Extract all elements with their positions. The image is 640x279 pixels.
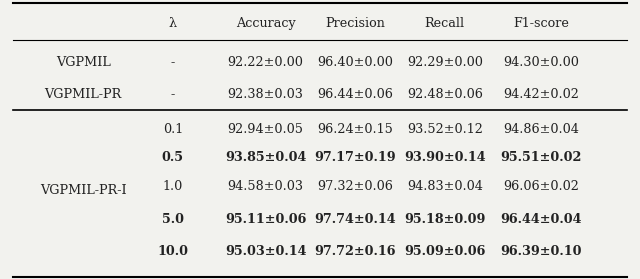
- Text: 96.39±0.10: 96.39±0.10: [500, 245, 582, 258]
- Text: 95.09±0.06: 95.09±0.06: [404, 245, 486, 258]
- Text: 92.48±0.06: 92.48±0.06: [407, 88, 483, 101]
- Text: 96.24±0.15: 96.24±0.15: [317, 123, 393, 136]
- Text: 97.32±0.06: 97.32±0.06: [317, 181, 393, 193]
- Text: Precision: Precision: [325, 17, 385, 30]
- Text: VGPMIL: VGPMIL: [56, 56, 111, 69]
- Text: 95.11±0.06: 95.11±0.06: [225, 213, 307, 225]
- Text: 96.40±0.00: 96.40±0.00: [317, 56, 393, 69]
- Text: 92.94±0.05: 92.94±0.05: [228, 123, 303, 136]
- Text: 93.90±0.14: 93.90±0.14: [404, 151, 486, 164]
- Text: 94.58±0.03: 94.58±0.03: [228, 181, 303, 193]
- Text: 97.17±0.19: 97.17±0.19: [314, 151, 396, 164]
- Text: 97.72±0.16: 97.72±0.16: [314, 245, 396, 258]
- Text: 94.30±0.00: 94.30±0.00: [503, 56, 579, 69]
- Text: 95.03±0.14: 95.03±0.14: [225, 245, 307, 258]
- Text: -: -: [171, 88, 175, 101]
- Text: 93.85±0.04: 93.85±0.04: [225, 151, 307, 164]
- Text: F1-score: F1-score: [513, 17, 569, 30]
- Text: 96.44±0.04: 96.44±0.04: [500, 213, 582, 225]
- Text: 5.0: 5.0: [162, 213, 184, 225]
- Text: 94.86±0.04: 94.86±0.04: [503, 123, 579, 136]
- Text: -: -: [171, 56, 175, 69]
- Text: λ: λ: [169, 17, 177, 30]
- Text: VGPMIL-PR: VGPMIL-PR: [45, 88, 122, 101]
- Text: Recall: Recall: [425, 17, 465, 30]
- Text: 10.0: 10.0: [157, 245, 188, 258]
- Text: 95.51±0.02: 95.51±0.02: [500, 151, 582, 164]
- Text: 97.74±0.14: 97.74±0.14: [314, 213, 396, 225]
- Text: 95.18±0.09: 95.18±0.09: [404, 213, 486, 225]
- Text: 0.1: 0.1: [163, 123, 183, 136]
- Text: 93.52±0.12: 93.52±0.12: [407, 123, 483, 136]
- Text: 92.38±0.03: 92.38±0.03: [228, 88, 303, 101]
- Text: Accuracy: Accuracy: [236, 17, 296, 30]
- Text: 94.83±0.04: 94.83±0.04: [407, 181, 483, 193]
- Text: 1.0: 1.0: [163, 181, 183, 193]
- Text: 0.5: 0.5: [162, 151, 184, 164]
- Text: VGPMIL-PR-I: VGPMIL-PR-I: [40, 184, 127, 197]
- Text: 96.44±0.06: 96.44±0.06: [317, 88, 393, 101]
- Text: 96.06±0.02: 96.06±0.02: [503, 181, 579, 193]
- Text: 92.22±0.00: 92.22±0.00: [228, 56, 303, 69]
- Text: 92.29±0.00: 92.29±0.00: [407, 56, 483, 69]
- Text: 94.42±0.02: 94.42±0.02: [503, 88, 579, 101]
